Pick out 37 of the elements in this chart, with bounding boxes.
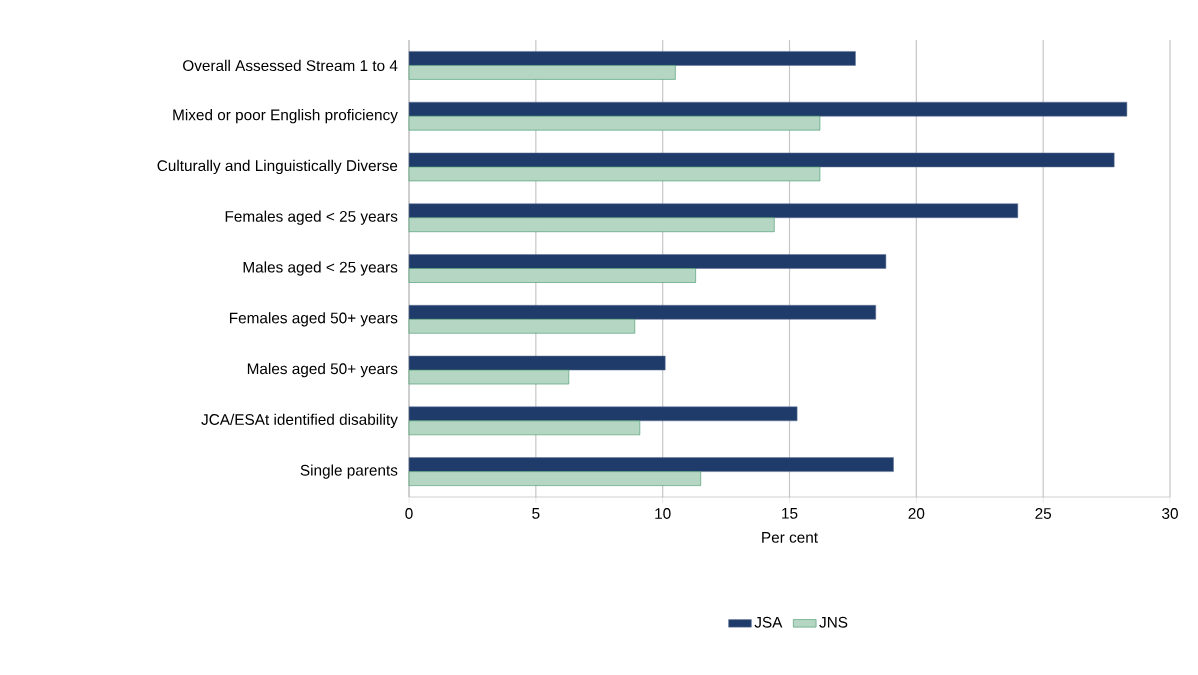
y-tick-label: Mixed or poor English proficiency [173, 109, 398, 124]
x-tick-label: 0 [405, 508, 413, 519]
bar [408, 471, 701, 486]
x-tick-label: 10 [655, 508, 671, 519]
bar [408, 420, 641, 436]
bar [408, 355, 666, 371]
bar [408, 101, 1128, 117]
bar [408, 166, 821, 182]
bar [408, 115, 821, 131]
x-tick-label: 5 [532, 508, 540, 519]
bar [408, 319, 636, 334]
bar [408, 254, 887, 269]
y-tick-label: Single parents [300, 464, 398, 479]
y-tick-label: Males aged < 25 years [243, 261, 398, 276]
x-tick-label: 25 [1035, 508, 1052, 519]
y-tick-label: Overall Assessed Stream 1 to 4 [183, 59, 398, 72]
bar [408, 203, 1019, 218]
y-tick-label: Males aged 50+ years [247, 362, 398, 378]
bar [408, 305, 877, 320]
legend-label: JNS [819, 616, 848, 628]
y-tick-label: Culturally and Linguistically Diverse [157, 159, 398, 175]
bar [408, 406, 798, 422]
x-axis-title: Per cent [762, 532, 818, 543]
bar [408, 457, 894, 472]
x-tick-label: 20 [908, 508, 925, 519]
legend-label: JSA [754, 616, 783, 628]
bar [408, 152, 1115, 168]
bar [408, 268, 696, 283]
x-tick-label: 15 [782, 508, 798, 519]
y-tick-label: Females aged < 25 years [225, 210, 398, 225]
y-tick-label: JCA/ESAt identified disability [201, 413, 398, 428]
bar [408, 369, 570, 385]
bar [408, 51, 856, 66]
bar [408, 65, 676, 80]
y-tick-label: Females aged 50+ years [230, 312, 398, 327]
x-tick-label: 30 [1162, 508, 1178, 519]
bar [408, 217, 775, 232]
